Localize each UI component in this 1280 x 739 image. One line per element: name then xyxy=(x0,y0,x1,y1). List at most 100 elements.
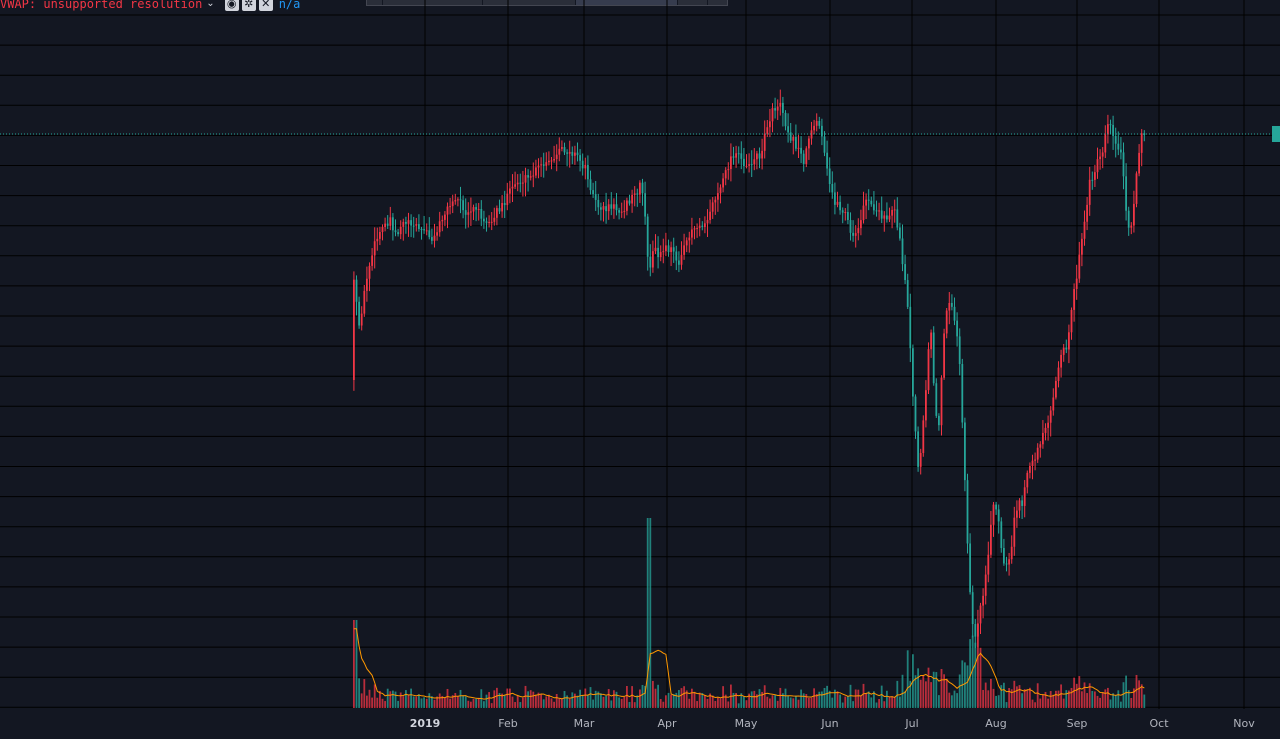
candle-body xyxy=(373,241,376,256)
candle-body xyxy=(696,228,698,230)
indicator-legend[interactable]: VWAP: unsupported resolution ⌄ ◉ ✲ ✕ n/a xyxy=(0,0,300,12)
volume-bar xyxy=(951,695,953,708)
candle-body xyxy=(927,349,930,391)
candle-body xyxy=(737,153,740,155)
volume-bar xyxy=(808,697,810,708)
time-label: Oct xyxy=(1149,717,1169,730)
volume-bar xyxy=(758,689,761,708)
candle-body xyxy=(834,192,836,205)
candle-body xyxy=(964,422,966,481)
volume-bar xyxy=(854,689,857,708)
candle-body xyxy=(1107,124,1109,135)
candle-body xyxy=(776,106,779,111)
settings-icon[interactable]: ✲ xyxy=(241,0,256,11)
candle-body xyxy=(1117,143,1120,150)
candle-body xyxy=(654,247,657,252)
candle-body xyxy=(997,509,1000,522)
candle-body xyxy=(602,206,605,210)
candle-body xyxy=(1081,238,1083,255)
close-icon[interactable]: ✕ xyxy=(258,0,273,11)
candle-body xyxy=(558,148,561,155)
candle-body xyxy=(405,221,407,224)
volume-bar xyxy=(880,685,883,708)
candle-body xyxy=(938,415,940,426)
candle-body xyxy=(1112,124,1114,136)
candle-body xyxy=(787,126,789,133)
candle-body xyxy=(467,212,470,215)
candle-body xyxy=(662,251,665,253)
volume-bar xyxy=(1042,694,1044,708)
volume-bar xyxy=(438,693,441,708)
price-chart[interactable] xyxy=(0,0,1280,709)
time-label: Nov xyxy=(1233,717,1255,730)
volume-bar xyxy=(519,702,522,708)
volume-bar xyxy=(1091,691,1094,708)
candle-body xyxy=(844,212,847,214)
volume-bar xyxy=(670,694,672,708)
volume-bar xyxy=(990,678,992,708)
candle-body xyxy=(914,396,917,432)
volume-bar xyxy=(792,698,795,708)
candle-body xyxy=(748,164,750,166)
toolbar-segment[interactable] xyxy=(367,0,383,5)
candle-body xyxy=(649,256,652,268)
toolbar-segment[interactable] xyxy=(576,0,678,5)
volume-bar xyxy=(1125,675,1127,708)
candle-body xyxy=(1133,203,1135,226)
candle-body xyxy=(852,232,854,236)
candle-body xyxy=(498,208,501,212)
candle-body xyxy=(550,160,553,162)
candle-body xyxy=(789,132,792,141)
volume-bar xyxy=(628,701,631,708)
candle-body xyxy=(753,159,756,165)
indicator-title[interactable]: VWAP: unsupported resolution xyxy=(0,0,203,11)
volume-bar xyxy=(683,686,685,708)
volume-bar xyxy=(932,671,935,708)
candle-body xyxy=(610,204,613,209)
volume-bar xyxy=(883,701,886,708)
candle-body xyxy=(470,211,472,213)
volume-bar xyxy=(714,701,717,708)
toolbar-segment[interactable] xyxy=(678,0,708,5)
toolbar-segment[interactable] xyxy=(383,0,483,5)
volume-bar xyxy=(561,699,563,708)
candle-body xyxy=(925,390,927,421)
volume-bar xyxy=(917,668,919,708)
volume-bar xyxy=(1088,683,1091,708)
candle-body xyxy=(990,524,992,555)
volume-ma-line xyxy=(353,628,1145,700)
candle-body xyxy=(631,194,633,204)
candle-body xyxy=(589,179,592,191)
volume-bar xyxy=(641,684,644,708)
candle-body xyxy=(519,182,522,184)
volume-bar xyxy=(389,691,392,708)
volume-bar xyxy=(691,688,693,708)
volume-bar xyxy=(1023,689,1026,708)
eye-icon[interactable]: ◉ xyxy=(224,0,239,11)
candle-body xyxy=(1003,548,1005,564)
volume-bar xyxy=(961,660,964,708)
volume-bar xyxy=(940,669,943,708)
candle-body xyxy=(1127,210,1130,228)
candle-body xyxy=(1109,124,1112,126)
toolbar-segment[interactable] xyxy=(483,0,576,5)
candle-body xyxy=(1005,563,1008,565)
candle-body xyxy=(563,147,566,153)
candle-body xyxy=(735,153,737,158)
volume-bar xyxy=(379,690,381,708)
candle-body xyxy=(763,133,766,151)
candle-body xyxy=(436,232,438,236)
volume-bar xyxy=(1057,690,1060,708)
candle-body xyxy=(1042,432,1044,445)
volume-bar xyxy=(1104,689,1107,708)
candle-body xyxy=(1065,347,1068,350)
volume-bar xyxy=(748,693,750,708)
volume-bar xyxy=(862,683,865,708)
top-toolbar[interactable] xyxy=(366,0,728,6)
candle-body xyxy=(800,147,802,154)
volume-bar xyxy=(953,690,956,708)
chevron-down-icon[interactable]: ⌄ xyxy=(206,0,215,9)
time-axis[interactable]: 2019 Feb Mar Apr May Jun Jul Aug Sep Oct… xyxy=(0,709,1280,739)
candle-body xyxy=(1068,332,1070,350)
